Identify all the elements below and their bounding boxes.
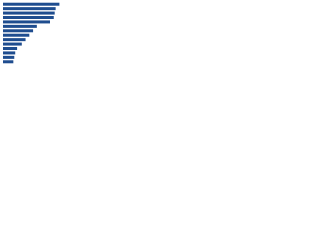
bar bbox=[3, 46, 18, 51]
bar bbox=[3, 7, 56, 11]
page: (() => { const data = JSON.parse(documen… bbox=[0, 0, 100, 71]
bar bbox=[3, 42, 22, 46]
bar bbox=[3, 33, 30, 37]
bar bbox=[3, 60, 14, 64]
bar bbox=[3, 2, 60, 6]
bar bbox=[3, 29, 34, 33]
bar bbox=[3, 38, 26, 42]
chart bbox=[3, 2, 60, 64]
bar bbox=[3, 15, 54, 20]
bar bbox=[3, 11, 55, 15]
bar bbox=[3, 20, 50, 24]
bar bbox=[3, 24, 37, 28]
bar bbox=[3, 55, 15, 59]
bar bbox=[3, 51, 16, 55]
